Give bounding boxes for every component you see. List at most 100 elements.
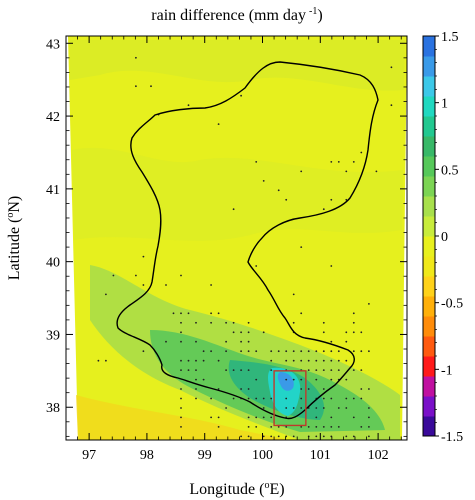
colorbar-tick-label: 0.5 [441,163,459,178]
x-tick-label: 101 [310,448,331,463]
significance-dot [292,359,295,362]
colorbar: 1.5 1 0.5 0 -0.5 -1 -1.5 [422,30,463,445]
significance-dot [368,407,370,409]
colorbar-swatch [423,376,435,397]
significance-dot [247,397,250,400]
significance-dot [165,284,167,286]
significance-dot [195,388,197,390]
rain-field-maximum-core [277,372,294,391]
x-tick-label: 102 [368,448,389,463]
colorbar-swatch [423,176,435,197]
colorbar-swatch [423,136,435,157]
significance-dot [285,397,288,400]
significance-dot [240,369,243,371]
significance-dot [247,331,250,334]
colorbar-tick-label: 0 [441,230,448,245]
significance-dot [262,397,265,400]
colorbar-swatch [423,96,435,117]
colorbar-swatch [423,216,435,237]
colorbar-swatch [423,276,435,297]
significance-dot [180,359,182,362]
significance-dot [292,407,295,409]
significance-dot [322,331,325,334]
significance-dot [368,426,370,428]
map-panel [68,36,407,440]
significance-dot [270,359,273,362]
significance-dot [337,161,340,163]
significance-dot [217,312,220,315]
colorbar-swatch [423,76,435,97]
significance-dot [330,340,333,343]
rain-field-mottle-2 [72,147,403,241]
significance-dot [390,66,393,69]
significance-dot [315,369,318,371]
significance-dot [232,208,235,211]
map-title: rain difference (mm day -1) [151,6,322,24]
significance-dot [322,435,325,438]
map-frame [65,35,408,441]
significance-dot [255,161,258,163]
significance-dot [292,350,295,353]
significance-dot [270,369,273,371]
y-tick-label: 38 [46,401,60,416]
significance-dot [247,388,250,390]
x-tick-label: 99 [198,448,212,463]
significance-dot [345,378,348,381]
significance-dot [187,369,190,371]
significance-dot [262,180,265,182]
y-axis-title: Latitude (oN) [5,196,23,281]
colorbar-tick-label: 1.5 [441,30,459,45]
significance-dot [360,369,363,371]
significance-dot [262,407,265,409]
significance-dot [180,331,182,334]
significance-dot [337,426,340,428]
colorbar-swatch [423,336,435,357]
significance-dot [105,293,107,296]
significance-dot [225,321,228,324]
x-axis: 97 98 99 100 101 102 [65,36,402,463]
significance-dot [390,104,393,107]
colorbar-tick-label: -1.5 [441,430,463,445]
significance-dot [322,350,325,353]
significance-dot [368,435,370,438]
significance-dot [307,359,310,362]
significance-dot [352,416,355,419]
significance-dot [345,407,348,409]
significance-dot [180,407,182,409]
significance-dot [210,321,213,324]
significance-dot [270,435,273,438]
significance-dot [352,350,355,353]
significance-dot [285,407,288,409]
significance-dot [300,350,303,353]
significance-dot [360,397,363,400]
significance-dot [345,198,348,201]
significance-dot [255,397,258,400]
significance-dot [322,388,325,390]
colorbar-swatch [423,296,435,317]
colorbar-swatch [423,196,435,217]
significance-dot [262,331,265,334]
significance-dot [330,378,333,381]
significance-dot [337,350,340,353]
significance-dot [300,426,303,428]
significance-dot [240,331,243,334]
colorbar-tick-label: 1 [441,97,448,112]
significance-dot [195,321,197,324]
significance-dot [300,246,303,249]
significance-dot [345,359,348,362]
significance-dot [300,359,303,362]
significance-dot [247,321,250,324]
significance-dot [345,331,348,334]
significance-dot [322,208,325,211]
significance-dot [368,303,370,305]
significance-dot [172,312,175,315]
significance-dot [240,435,243,438]
significance-dot [345,435,348,438]
significance-dot [285,426,288,428]
significance-dot [255,265,258,267]
significance-dot [277,350,280,353]
significance-dot [180,397,182,400]
significance-dot [292,293,295,296]
significance-dot [135,85,137,88]
